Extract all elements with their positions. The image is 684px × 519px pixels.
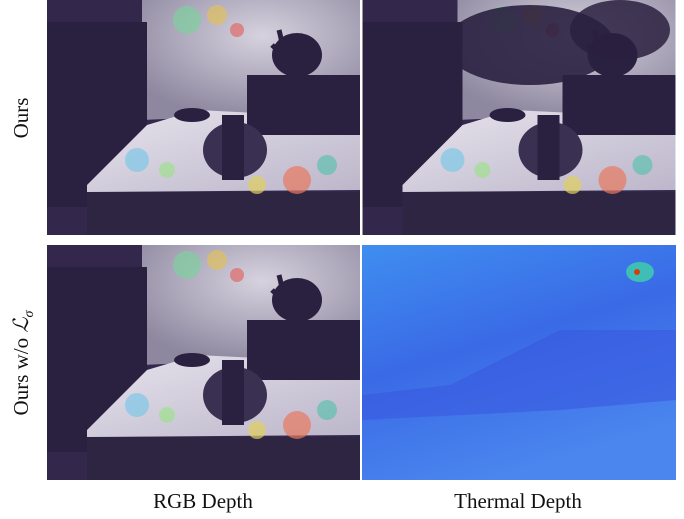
thermal-wo-image — [362, 245, 676, 480]
row-label: Ours w/o ℒσ — [9, 309, 37, 415]
row-label: Ours — [9, 98, 33, 139]
column-label: RGB Depth — [153, 489, 253, 513]
row-label-text: Ours w/o — [9, 333, 33, 416]
column-label: Thermal Depth — [454, 489, 582, 513]
depth-hotspot — [634, 269, 640, 275]
row-label-symbol: ℒ — [9, 317, 33, 333]
rgb-ours-image — [47, 0, 360, 235]
row-label-subscript: σ — [22, 309, 37, 317]
artifact — [570, 0, 670, 60]
rgb-wo-image — [47, 245, 360, 480]
thermal-ours-image — [363, 0, 676, 235]
figure: Ours Ours w/o ℒσ RGB Depth Thermal Depth — [0, 0, 684, 519]
